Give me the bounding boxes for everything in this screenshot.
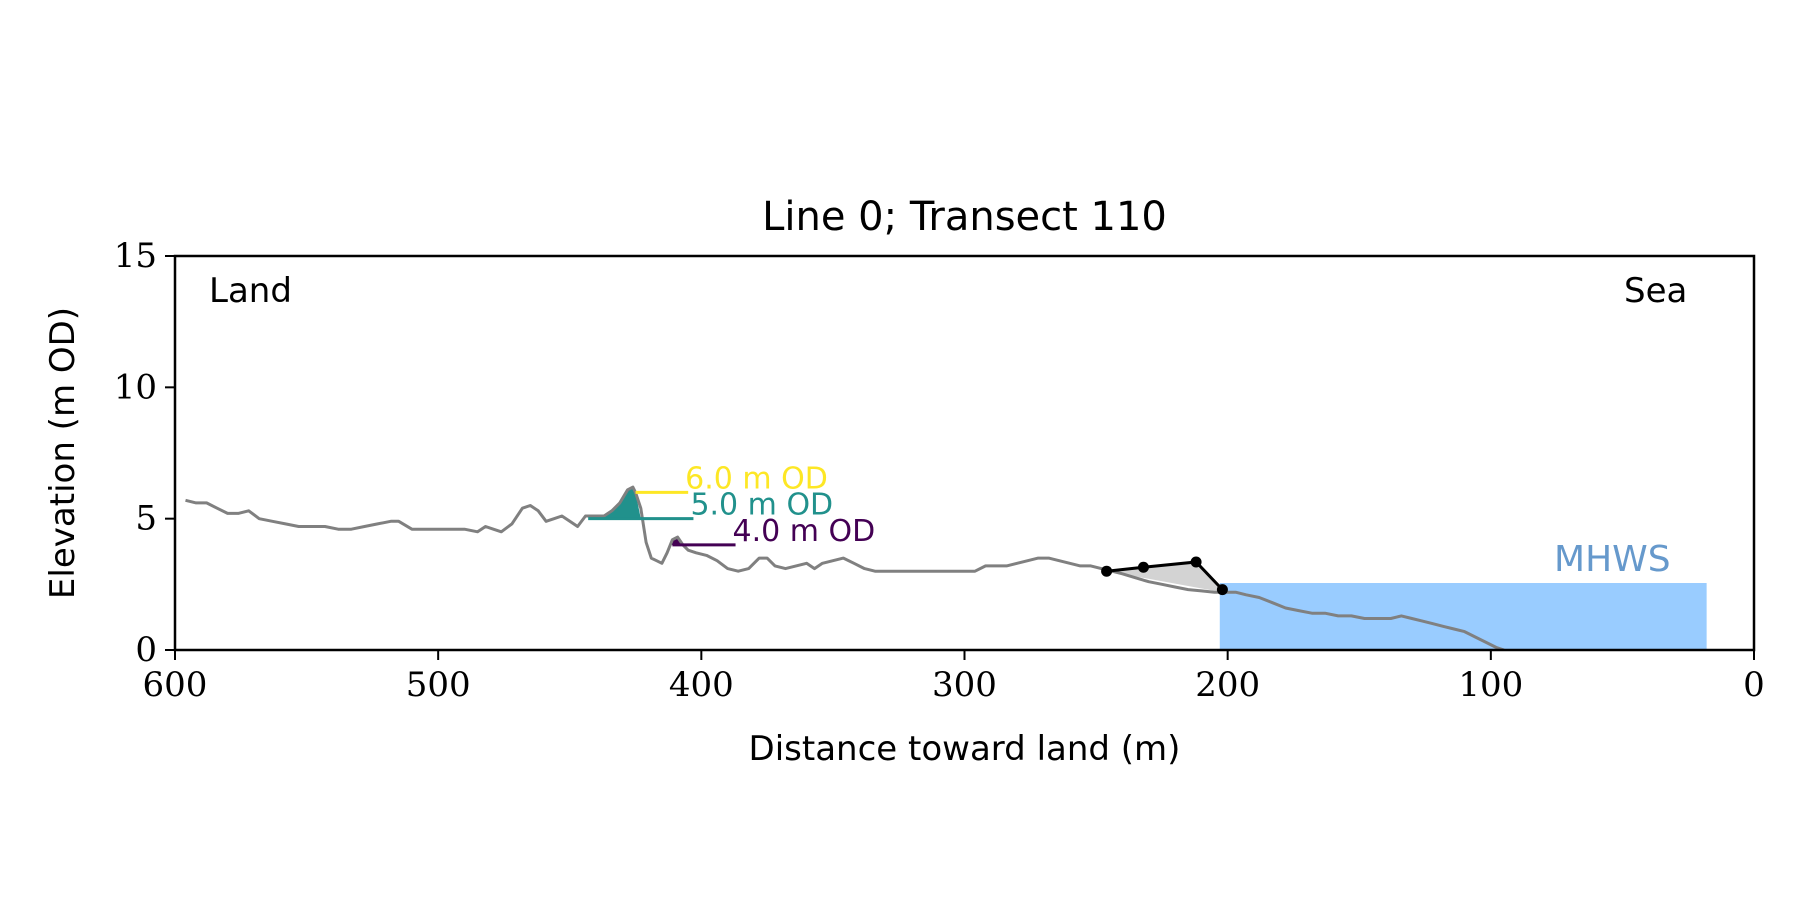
secondary-dune-fill	[669, 537, 683, 545]
x-tick-label-0: 600	[143, 665, 208, 705]
contour-label-2: 4.0 m OD	[733, 514, 876, 549]
toe-point-1	[1137, 561, 1149, 573]
x-tick-label-1: 500	[406, 665, 471, 705]
x-tick-label-5: 100	[1458, 665, 1523, 705]
y-tick-label-1: 5	[135, 499, 157, 539]
axes-layer: Line 0; Transect 110 Distance toward lan…	[43, 194, 1765, 769]
toe-point-3	[1216, 584, 1228, 596]
plot-layer	[185, 485, 1707, 650]
contour-label-0: 6.0 m OD	[685, 461, 828, 496]
x-tick-label-3: 300	[932, 665, 997, 705]
x-tick-label-2: 400	[669, 665, 734, 705]
x-tick-label-6: 0	[1743, 665, 1765, 705]
contour-label-1: 5.0 m OD	[690, 488, 833, 523]
y-tick-label-2: 10	[114, 367, 157, 407]
toe-point-2	[1190, 556, 1202, 568]
elevation-profile-line	[185, 485, 1505, 650]
mhws-water-area	[1219, 583, 1707, 650]
toe-point-0	[1101, 565, 1113, 577]
chart-title: Line 0; Transect 110	[762, 194, 1167, 240]
sea-annotation: Sea	[1624, 271, 1687, 311]
x-tick-label-4: 200	[1195, 665, 1260, 705]
y-tick-label-3: 15	[114, 236, 157, 276]
dune-volume-fill	[588, 487, 641, 519]
x-axis-label: Distance toward land (m)	[749, 729, 1181, 769]
y-axis-label: Elevation (m OD)	[43, 307, 83, 599]
land-annotation: Land	[209, 271, 292, 311]
mhws-label: MHWS	[1554, 539, 1671, 580]
dune-toe-line	[1106, 560, 1224, 591]
y-tick-label-0: 0	[135, 630, 157, 670]
